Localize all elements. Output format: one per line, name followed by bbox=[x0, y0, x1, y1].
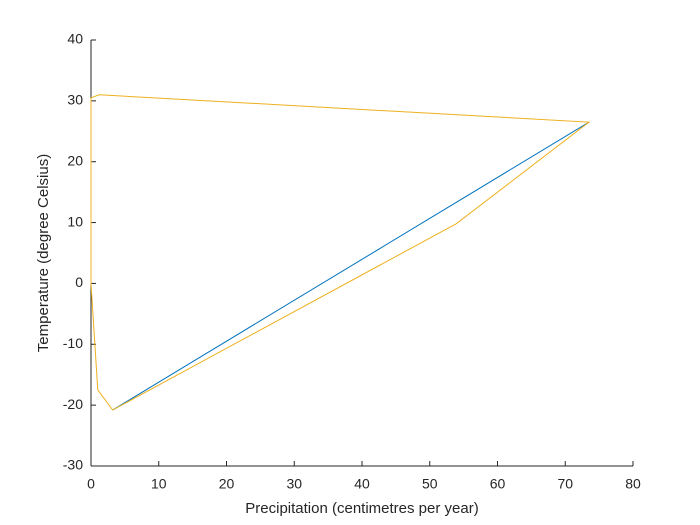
series-line bbox=[90, 94, 591, 411]
y-axis-label: Temperature (degree Celsius) bbox=[35, 154, 52, 352]
series-line bbox=[112, 121, 590, 411]
y-tick-label: 0 bbox=[75, 274, 83, 290]
y-tick-label: 40 bbox=[67, 31, 83, 47]
x-tick-label: 70 bbox=[557, 476, 573, 492]
y-tick-label: -20 bbox=[63, 396, 83, 412]
x-tick-label: 50 bbox=[422, 476, 438, 492]
y-tick-label: -30 bbox=[63, 457, 83, 473]
y-tick-label: -10 bbox=[63, 335, 83, 351]
y-tick-label: 10 bbox=[67, 213, 83, 229]
x-tick-label: 0 bbox=[87, 476, 95, 492]
x-tick-label: 40 bbox=[354, 476, 370, 492]
x-tick-label: 60 bbox=[490, 476, 506, 492]
x-tick-label: 30 bbox=[286, 476, 302, 492]
y-tick-label: 30 bbox=[67, 92, 83, 108]
y-tick-label: 20 bbox=[67, 152, 83, 168]
x-axis-label: Precipitation (centimetres per year) bbox=[245, 500, 478, 517]
x-tick-label: 20 bbox=[219, 476, 235, 492]
x-tick-label: 80 bbox=[625, 476, 641, 492]
x-tick-label: 10 bbox=[151, 476, 167, 492]
